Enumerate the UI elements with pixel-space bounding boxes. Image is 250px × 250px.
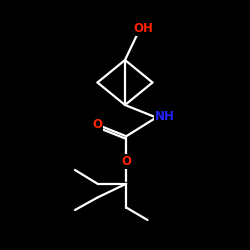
Text: O: O bbox=[92, 118, 102, 131]
Text: O: O bbox=[121, 155, 131, 168]
Text: NH: NH bbox=[155, 110, 175, 123]
Text: OH: OH bbox=[133, 22, 153, 35]
